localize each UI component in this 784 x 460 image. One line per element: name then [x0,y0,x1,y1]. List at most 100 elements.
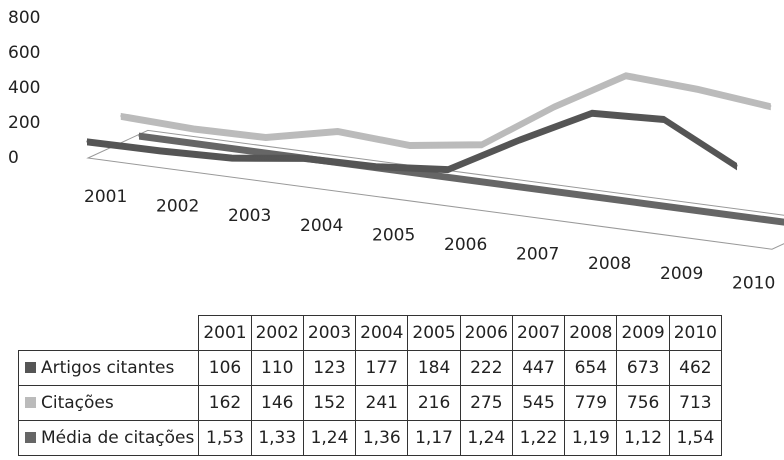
table-cell: 106 [198,350,252,386]
table-cell: 162 [198,385,252,421]
table-row: Artigos citantes 106 110 123 177 184 222 447 654… [17,350,723,386]
chart-floor [86,129,784,250]
data-point [138,134,142,138]
table-cell: 1,17 [407,420,461,456]
data-point [714,211,718,215]
data-point [498,182,502,186]
table-cell: 654 [564,350,618,386]
table-cell: 447 [511,350,566,386]
legend-swatch [25,397,36,408]
data-point [518,137,522,141]
data-point [426,172,430,176]
table-cell: 713 [668,385,723,421]
table-cell: 462 [668,350,723,386]
data-table: 2001 2002 2003 2004 2005 2006 2007 2008 2009 2010… [17,315,723,456]
table-cell: 222 [459,350,513,386]
table-cell: 1,33 [250,420,304,456]
table-header-cell: 2005 [407,315,461,351]
table-body: Artigos citantes 106 110 123 177 184 222 447 654… [17,350,723,456]
x-axis-ticks: 2001 2002 2003 2004 2005 2006 2007 2008 2009 2010 [84,187,775,293]
y-tick-label: 400 [8,78,40,98]
series-label: Citações [17,385,200,421]
x-tick-label: 2001 [84,187,127,207]
y-tick-label: 600 [8,43,40,63]
table-header-cell: 2003 [302,315,357,351]
table-header-row: 2001 2002 2003 2004 2005 2006 2007 2008 2009 2010 [18,315,723,351]
table-cell: 545 [511,385,566,421]
y-tick-label: 800 [8,8,40,28]
table-cell: 779 [564,385,618,421]
table-cell: 123 [302,350,357,386]
table-row: Citações 162 146 152 241 216 275 545 779 756 713 [17,385,723,421]
table-header-cell: 2002 [250,315,304,351]
data-point [210,143,214,147]
table-cell: 1,19 [564,420,618,456]
table-header-cell: 2007 [511,315,566,351]
table-cell: 1,36 [355,420,409,456]
table-header-cell: 2008 [564,315,618,351]
table-cell: 756 [616,385,670,421]
data-point [446,167,450,171]
table-cell: 673 [616,350,670,386]
data-point [642,201,646,205]
x-tick-label: 2009 [660,264,703,284]
x-tick-label: 2002 [156,197,199,217]
x-tick-label: 2006 [444,235,487,255]
legend-swatch [25,432,36,443]
data-point [570,191,574,195]
table-cell: 1,54 [668,420,723,456]
table-cell: 241 [355,385,409,421]
table-header-cell: 2004 [355,315,409,351]
data-point [734,164,738,168]
table-row: Média de citações 1,53 1,33 1,24 1,36 1,17 1,2… [17,420,723,456]
table-cell: 146 [250,385,304,421]
series-1 [120,72,772,150]
data-point [374,164,378,168]
table-cell: 110 [250,350,304,386]
chart-floor-outline [86,129,784,250]
data-point [552,105,556,109]
x-tick-label: 2003 [228,206,271,226]
table-cell: 1,24 [302,420,357,456]
data-point [696,87,700,91]
table-header-cell: 2010 [668,315,723,351]
data-point [264,135,268,139]
table-cell: 1,12 [616,420,670,456]
table-header-cell: 2001 [198,315,252,351]
table-corner-cell [18,315,200,351]
table-cell: 1,53 [198,420,252,456]
table-cell: 1,24 [459,420,513,456]
y-axis-ticks: 0 200 400 600 800 [8,8,40,168]
legend-swatch [25,362,36,373]
data-point [624,73,628,77]
series-name: Citações [41,393,114,413]
y-tick-label: 200 [8,113,40,133]
chart-series [86,72,784,226]
data-point [408,143,412,147]
data-point [158,148,162,152]
x-tick-label: 2010 [732,273,775,293]
table-header-cell: 2009 [616,315,670,351]
data-point [302,156,306,160]
data-point [230,156,234,160]
series-line [87,109,737,174]
series-name: Artigos citantes [41,358,175,378]
series-label: Média de citações [17,420,200,456]
data-point [590,111,594,115]
data-point [768,104,772,108]
data-point [480,142,484,146]
table-cell: 216 [407,385,461,421]
data-point [86,139,90,143]
x-tick-label: 2004 [300,216,343,236]
table-cell: 1,22 [511,420,566,456]
data-point [192,126,196,130]
y-tick-label: 0 [8,148,19,168]
series-line [120,72,771,150]
table-cell: 184 [407,350,461,386]
table-cell: 275 [459,385,513,421]
x-tick-label: 2007 [516,245,559,265]
table-cell: 152 [302,385,357,421]
table-cell: 177 [355,350,409,386]
series-0 [86,109,738,174]
